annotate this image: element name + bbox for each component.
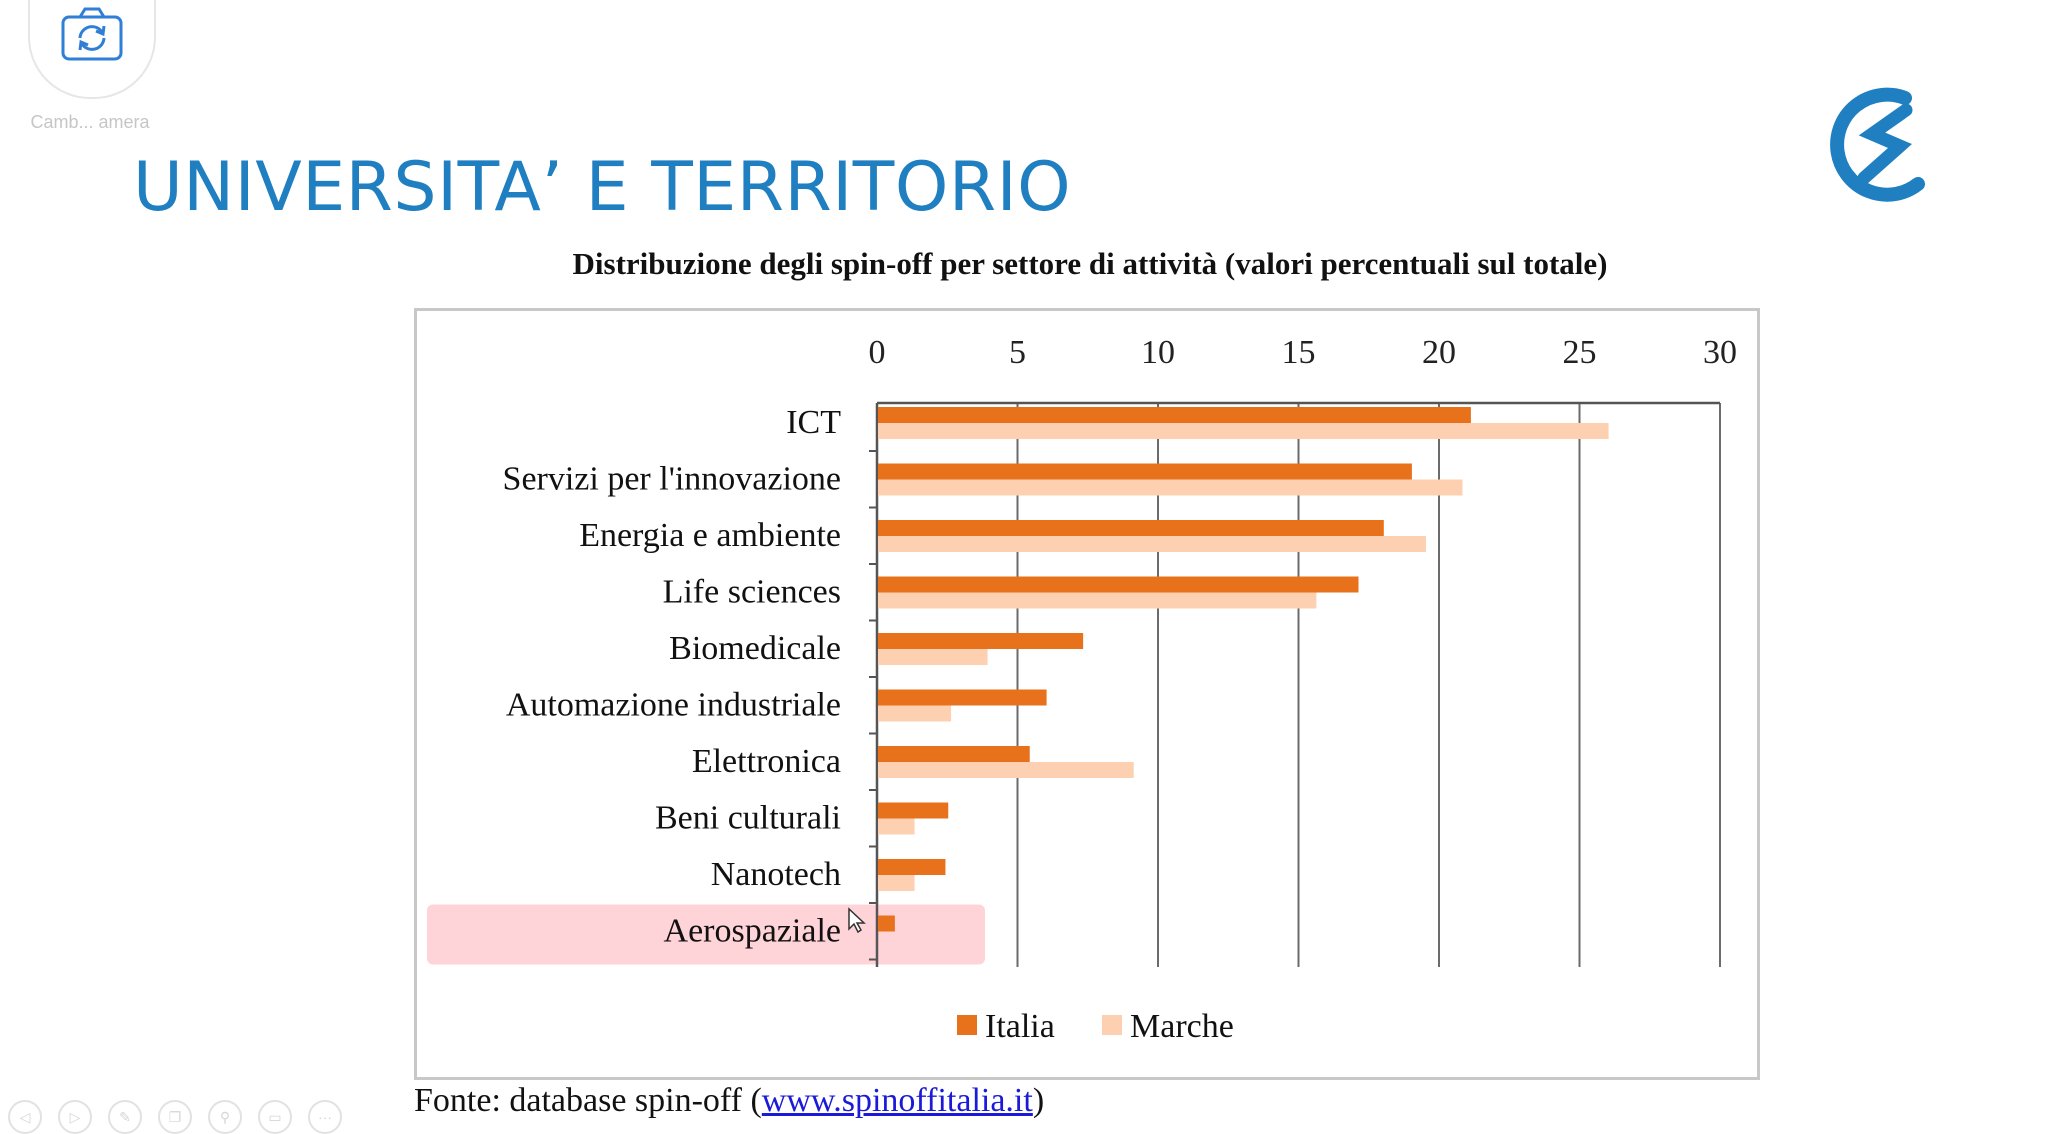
bar-chart: 0 5 10 15 20 25 30 ICT Servizi per l'innovazione… [427, 334, 1737, 1045]
mouse-cursor-icon [848, 907, 866, 934]
category-highlight [427, 904, 985, 965]
x-tick-label: 30 [1703, 334, 1737, 371]
category-label: Life sciences [663, 574, 841, 611]
x-tick-label: 5 [1009, 334, 1026, 371]
category-label: Servizi per l'innovazione [503, 461, 841, 498]
category-label: Beni culturali [655, 800, 841, 837]
previous-icon[interactable]: ◁ [8, 1100, 42, 1134]
category-label: Automazione industriale [506, 687, 841, 724]
category-label: Aerospaziale [664, 913, 841, 950]
legend-swatch [1102, 1015, 1122, 1035]
bar-italia-5 [878, 633, 1084, 649]
bar-marche-1 [878, 423, 1609, 439]
category-label: ICT [786, 404, 841, 441]
bar-italia-7 [878, 746, 1030, 762]
bar-marche-8 [878, 818, 915, 835]
chart-frame: 0 5 10 15 20 25 30 ICT Servizi per l'innovazione… [414, 308, 1760, 1080]
bar-marche-3 [878, 536, 1426, 552]
x-tick-label: 20 [1422, 334, 1456, 371]
bar-italia-9 [878, 859, 946, 875]
x-tick-label: 10 [1141, 334, 1175, 371]
bar-italia-8 [878, 802, 949, 819]
bar-marche-5 [878, 649, 988, 665]
camera-switch-icon [61, 7, 123, 61]
brand-s-logo-icon [1830, 87, 1925, 202]
source-note: Fonte: database spin-off (www.spinoffita… [414, 1082, 1044, 1120]
source-suffix: ) [1032, 1082, 1045, 1119]
pen-icon[interactable]: ✎ [108, 1100, 142, 1134]
screen-icon[interactable]: ▭ [258, 1100, 292, 1134]
category-label: Biomedicale [669, 630, 841, 667]
category-label: Elettronica [692, 743, 841, 780]
legend-swatch [957, 1015, 977, 1035]
bar-italia-1 [878, 407, 1471, 423]
bar-marche-6 [878, 705, 952, 722]
next-icon[interactable]: ▷ [58, 1100, 92, 1134]
source-prefix: Fonte: database spin-off ( [414, 1082, 762, 1119]
x-tick-label: 25 [1563, 334, 1597, 371]
bar-italia-4 [878, 576, 1359, 593]
copy-icon[interactable]: ❐ [158, 1100, 192, 1134]
legend-label: Italia [985, 1008, 1055, 1045]
category-label: Energia e ambiente [579, 517, 841, 554]
x-tick-label: 0 [869, 334, 886, 371]
chart-title: Distribuzione degli spin-off per settore… [572, 246, 1608, 281]
legend-label: Marche [1130, 1008, 1234, 1045]
bar-marche-4 [878, 592, 1317, 609]
source-link[interactable]: www.spinoffitalia.it [761, 1082, 1033, 1119]
slide-title: UNIVERSITA’ E TERRITORIO [133, 148, 1072, 227]
bar-italia-2 [878, 463, 1412, 480]
presentation-toolbar: ◁ ▷ ✎ ❐ ⚲ ▭ ··· [8, 1100, 342, 1134]
bar-marche-7 [878, 762, 1134, 778]
more-icon[interactable]: ··· [308, 1100, 342, 1134]
bar-marche-2 [878, 479, 1463, 496]
camera-switch-button[interactable] [28, 0, 156, 99]
zoom-icon[interactable]: ⚲ [208, 1100, 242, 1134]
category-label: Nanotech [711, 856, 841, 893]
camera-label: Camb... amera [30, 112, 150, 132]
x-tick-label: 15 [1282, 334, 1316, 371]
bar-marche-9 [878, 875, 915, 891]
bar-italia-6 [878, 689, 1047, 706]
bar-italia-3 [878, 520, 1384, 536]
bar-italia-10 [878, 915, 895, 932]
